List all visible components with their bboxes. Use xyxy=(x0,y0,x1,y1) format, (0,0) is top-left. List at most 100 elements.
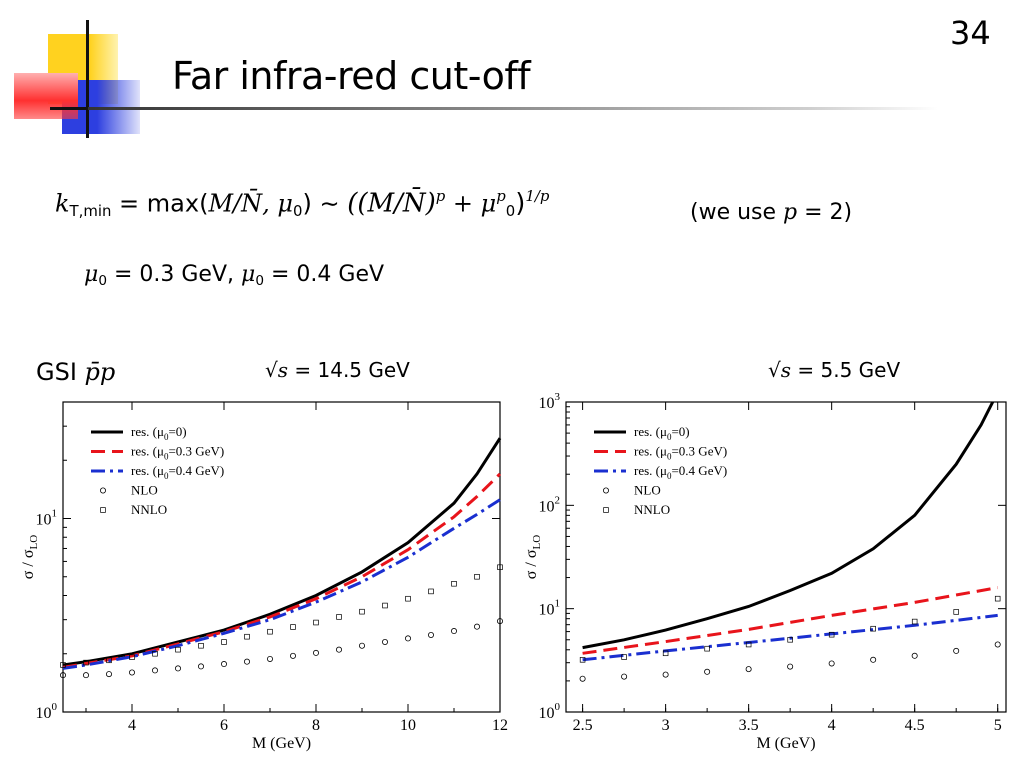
note-pre: (we use xyxy=(690,200,784,225)
nnlo-point xyxy=(870,625,876,632)
nlo-point xyxy=(381,639,388,646)
nlo-point xyxy=(197,663,204,670)
x-tick-label: 10 xyxy=(400,717,416,734)
x-tick-label: 2.5 xyxy=(573,717,593,734)
legend-label-sub: 0 xyxy=(164,471,169,481)
y-tick-exponent: 1 xyxy=(555,598,561,610)
formula-plus-mu: + μ xyxy=(445,189,497,218)
x-tick-label: 3.5 xyxy=(739,717,759,734)
formula-p-exp: p xyxy=(435,187,446,205)
nnlo-point xyxy=(994,595,1001,602)
nnlo-point xyxy=(244,633,250,640)
nnlo-point xyxy=(382,602,388,609)
series-line-solid xyxy=(62,437,502,667)
right-sqrt-s: √s xyxy=(768,358,792,382)
legend-label-sub: 0 xyxy=(667,452,672,462)
series-line-dash-dot xyxy=(62,498,501,670)
legend-label-sub: 0 xyxy=(164,432,169,442)
formula-k-sub: T,min xyxy=(69,201,112,220)
nnlo-point xyxy=(313,619,319,626)
series-line-dashed xyxy=(582,586,998,655)
legend-label: res. (μ0=0.3 GeV) xyxy=(634,444,727,462)
legend-label-rest: =0.3 GeV) xyxy=(671,444,727,459)
nlo-point xyxy=(911,652,918,659)
nlo-point xyxy=(579,675,586,682)
nlo-point xyxy=(828,660,835,667)
nnlo-point xyxy=(129,654,135,660)
legend-marker-circle xyxy=(603,487,610,494)
formula-outer-exp: 1/p xyxy=(525,187,550,205)
mu-values-line: μ0 = 0.3 GeV, μ0 = 0.4 GeV xyxy=(84,262,384,289)
y-tick-label: 100 xyxy=(539,701,561,722)
nnlo-point xyxy=(198,642,204,649)
nnlo-point xyxy=(267,628,273,635)
nnlo-point xyxy=(106,657,112,664)
nlo-point xyxy=(220,661,227,668)
nnlo-point xyxy=(911,618,918,625)
p-note: (we use p = 2) xyxy=(690,200,852,225)
nlo-point xyxy=(496,618,503,625)
legend-label-sub: 0 xyxy=(164,452,169,462)
nlo-point xyxy=(83,672,90,679)
nlo-point xyxy=(450,628,457,635)
legend-label-rest: =0.4 GeV) xyxy=(671,463,727,478)
legend-label: NLO xyxy=(131,483,158,498)
nnlo-point xyxy=(953,609,959,615)
deco-red-square xyxy=(14,73,78,119)
y-tick-label: 101 xyxy=(539,598,561,619)
y-tick-label: 102 xyxy=(539,494,561,515)
nlo-point xyxy=(953,647,960,654)
mu2-symbol: μ xyxy=(241,262,256,287)
formula-args: M/N̄, μ xyxy=(208,189,293,218)
nlo-point xyxy=(289,652,296,659)
left-sqrt-s: √s xyxy=(265,358,289,382)
formula-eq: = xyxy=(111,189,147,218)
plot-frame xyxy=(62,401,501,713)
mu2-value: = 0.4 GeV xyxy=(264,262,385,287)
nnlo-point xyxy=(359,608,365,615)
y-axis-label: σ / σLO xyxy=(20,535,40,579)
formula-close: ) xyxy=(302,189,312,218)
nlo-point xyxy=(994,641,1001,648)
legend-marker-square xyxy=(100,507,106,513)
x-tick-label: 12 xyxy=(492,717,508,734)
nnlo-point xyxy=(83,659,89,666)
kt-min-formula: kT,min = max(M/N̄, μ0) ∼ ((M/N̄)p + μp0)… xyxy=(55,187,549,220)
nlo-point xyxy=(106,671,113,678)
y-tick-label: 103 xyxy=(539,391,561,412)
legend-label: res. (μ0=0) xyxy=(634,424,690,442)
series-line-dashed xyxy=(62,472,502,669)
formula-k: k xyxy=(55,189,70,218)
nnlo-point xyxy=(704,645,710,652)
note-p: p xyxy=(783,200,798,225)
y-tick-exponent: 2 xyxy=(555,494,561,506)
formula-arg-sub: 0 xyxy=(292,201,303,220)
x-tick-label: 4.5 xyxy=(905,717,925,734)
mu1-sub: 0 xyxy=(98,273,107,290)
nnlo-point xyxy=(451,581,457,587)
nlo-point xyxy=(621,673,628,680)
nlo-point xyxy=(473,623,480,630)
nlo-point xyxy=(151,667,158,674)
y-tick-label: 101 xyxy=(36,507,58,528)
mu2-sub: 0 xyxy=(255,273,264,290)
deco-vertical-rule xyxy=(86,20,89,138)
plot-frame xyxy=(565,401,1007,713)
formula-mu-exp: p xyxy=(496,187,506,205)
legend-label-sub: 0 xyxy=(667,432,672,442)
y-axis-label: σ / σLO xyxy=(523,535,543,579)
legend-label: NNLO xyxy=(634,502,670,517)
y-tick-exponent: 0 xyxy=(52,701,58,713)
page-number: 34 xyxy=(950,14,991,52)
pbar-p-text: p̄p xyxy=(84,358,116,386)
y-tick-exponent: 3 xyxy=(555,391,561,403)
series-line-solid xyxy=(582,401,995,650)
legend-label: res. (μ0=0.4 GeV) xyxy=(634,463,727,481)
nlo-point xyxy=(243,658,250,665)
gsi-text: GSI xyxy=(36,358,85,386)
x-axis-label: M (GeV) xyxy=(252,735,311,752)
x-tick-label: 6 xyxy=(220,717,228,734)
